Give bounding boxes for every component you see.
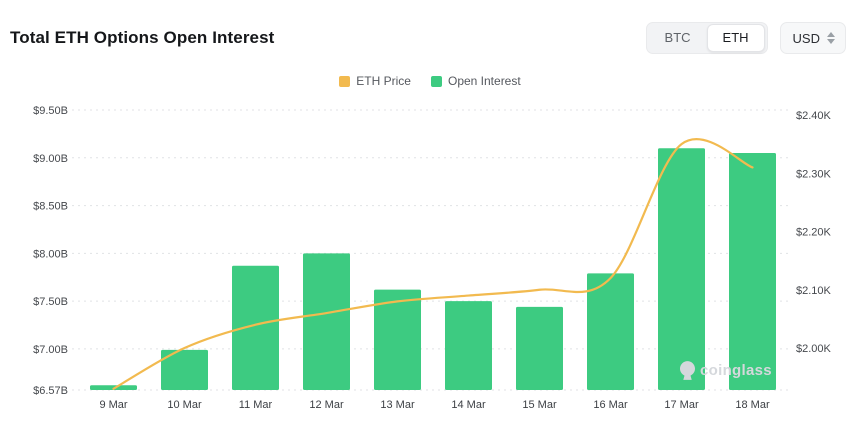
x-axis-tick: 15 Mar xyxy=(522,399,557,411)
left-axis-tick: $7.50B xyxy=(33,296,68,308)
bar-18-mar[interactable] xyxy=(729,153,776,390)
x-axis-tick: 16 Mar xyxy=(593,399,628,411)
eth-price-line xyxy=(112,138,754,390)
right-axis-tick: $2.40K xyxy=(796,110,832,122)
asset-toggle-btc[interactable]: BTC xyxy=(649,24,707,52)
legend-label: ETH Price xyxy=(356,74,411,88)
bar-15-mar[interactable] xyxy=(516,306,563,390)
legend-item-eth-price[interactable]: ETH Price xyxy=(339,74,411,88)
legend-swatch xyxy=(430,75,442,87)
chart-canvas[interactable]: $9.50B $9.00B $8.50B $8.00B $7.50B $7.00B $6.5… xyxy=(0,90,860,421)
x-axis-tick: 11 Mar xyxy=(239,399,273,411)
x-axis-tick: 18 Mar xyxy=(735,399,770,411)
bar-13-mar[interactable] xyxy=(374,289,421,390)
bar-17-mar[interactable] xyxy=(658,148,705,390)
x-axis-tick: 10 Mar xyxy=(167,399,202,411)
x-axis-tick: 14 Mar xyxy=(451,399,486,411)
legend: ETH Price Open Interest xyxy=(0,72,860,90)
bar-11-mar[interactable] xyxy=(232,265,279,390)
x-axis-tick: 17 Mar xyxy=(664,399,699,411)
page-title: Total ETH Options Open Interest xyxy=(10,28,275,47)
currency-select[interactable]: USD xyxy=(779,22,846,54)
x-axis-tick: 12 Mar xyxy=(309,399,344,411)
left-axis-tick: $9.50B xyxy=(33,105,68,117)
asset-toggle: BTC ETH xyxy=(645,22,768,54)
legend-swatch xyxy=(339,75,351,87)
left-axis-tick: $6.57B xyxy=(33,385,68,397)
x-axis-tick: 13 Mar xyxy=(380,399,415,411)
legend-label: Open Interest xyxy=(447,74,521,88)
asset-toggle-eth[interactable]: ETH xyxy=(706,24,765,52)
right-axis-tick: $2.20K xyxy=(796,227,832,239)
bar-16-mar[interactable] xyxy=(587,273,634,390)
left-axis-tick: $8.00B xyxy=(33,248,68,260)
left-axis-tick: $7.00B xyxy=(33,344,68,356)
bar-12-mar[interactable] xyxy=(303,253,350,390)
x-axis-tick: 9 Mar xyxy=(99,399,127,411)
legend-item-open-interest[interactable]: Open Interest xyxy=(430,74,521,88)
header: Total ETH Options Open Interest BTC ETH U… xyxy=(10,22,846,54)
sort-arrows-icon xyxy=(827,32,835,44)
right-axis-tick: $2.10K xyxy=(796,285,832,297)
right-axis-tick: $2.00K xyxy=(796,343,832,355)
header-controls: BTC ETH USD xyxy=(645,22,846,54)
chart-area: $9.50B $9.00B $8.50B $8.00B $7.50B $7.00B $6.5… xyxy=(0,90,860,421)
right-axis-tick: $2.30K xyxy=(796,168,832,180)
bar-14-mar[interactable] xyxy=(445,301,492,390)
bar-10-mar[interactable] xyxy=(161,349,208,390)
currency-label: USD xyxy=(792,30,820,46)
left-axis-tick: $8.50B xyxy=(33,201,68,213)
left-axis-tick: $9.00B xyxy=(33,153,68,165)
